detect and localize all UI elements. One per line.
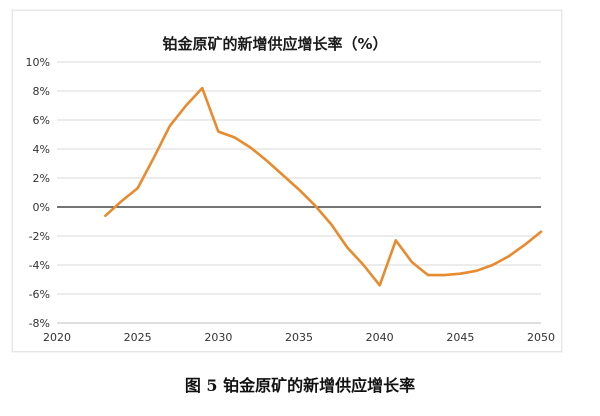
series-layer — [104, 86, 543, 287]
line-chart: 铂金原矿的新增供应增长率（%） 10% 8% 6% 4% 2% 0% -2% -4% -6% -8… — [26, 35, 555, 344]
x-tick-label: 2035 — [285, 331, 313, 344]
x-tick-label: 2020 — [43, 331, 71, 344]
grid-lines — [57, 61, 541, 324]
y-tick-label: 0% — [33, 201, 50, 214]
y-tick-label: -4% — [29, 259, 50, 272]
series-line — [104, 86, 543, 287]
tick-labels: 10% 8% 6% 4% 2% 0% -2% -4% -6% -8%2020 2025 2030 203… — [26, 56, 555, 344]
y-tick-label: -2% — [29, 230, 50, 243]
x-tick-label: 2045 — [446, 331, 474, 344]
y-tick-label: 2% — [33, 172, 50, 185]
figure-caption: 图 5 铂金原矿的新增供应增长率 — [184, 376, 416, 395]
x-tick-label: 2040 — [366, 331, 394, 344]
chart-panel: 铂金原矿的新增供应增长率（%） 10% 8% 6% 4% 2% 0% -2% -4% -6% -8… — [12, 10, 562, 352]
chart-title: 铂金原矿的新增供应增长率（%） — [162, 35, 387, 53]
y-tick-label: 4% — [33, 143, 50, 156]
y-tick-label: 10% — [26, 56, 50, 69]
axes — [57, 206, 541, 324]
y-tick-label: -8% — [29, 317, 50, 330]
y-tick-label: -6% — [29, 288, 50, 301]
y-tick-label: 6% — [33, 114, 50, 127]
x-tick-label: 2050 — [527, 331, 555, 344]
x-tick-label: 2025 — [124, 331, 152, 344]
x-tick-label: 2030 — [204, 331, 232, 344]
y-tick-label: 8% — [33, 85, 50, 98]
